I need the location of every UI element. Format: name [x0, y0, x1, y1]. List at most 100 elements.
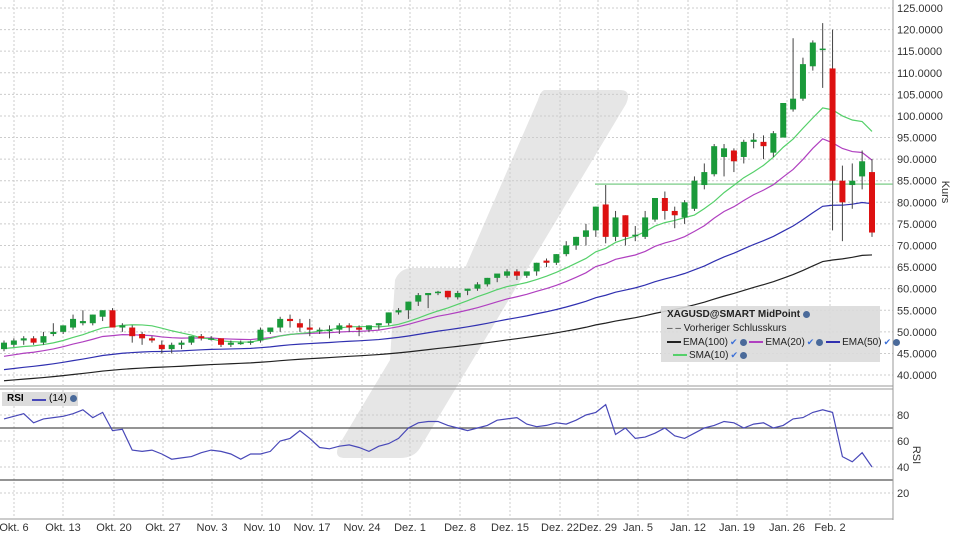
- candle-up: [849, 180, 856, 186]
- candle-up: [582, 230, 589, 237]
- candle-down: [444, 290, 451, 298]
- checkmark-icon[interactable]: ✔: [730, 350, 738, 360]
- legend-ema20: EMA(20): [765, 337, 805, 348]
- candle-up: [336, 325, 343, 330]
- legend-ema100: EMA(100): [683, 337, 729, 348]
- candle-up: [435, 291, 441, 294]
- candle-up: [799, 64, 806, 99]
- y-tick-label: 115.0000: [897, 46, 942, 58]
- candle-up: [533, 262, 540, 272]
- x-tick-label: Okt. 27: [145, 522, 180, 534]
- globe-icon[interactable]: [893, 338, 901, 346]
- y-tick-label: 40.0000: [897, 370, 937, 382]
- candle-up: [267, 327, 274, 332]
- candle-up: [711, 146, 718, 175]
- legend-sma-row: SMA(10) ✔: [673, 350, 747, 361]
- x-tick-label: Feb. 2: [814, 522, 845, 534]
- candle-up: [227, 342, 234, 345]
- candle-up: [168, 344, 175, 350]
- candle-down: [661, 197, 668, 211]
- candle-up: [809, 42, 816, 67]
- x-tick-label: Dez. 15: [491, 522, 529, 534]
- candle-up: [20, 338, 27, 341]
- candle-down: [730, 150, 737, 162]
- y-tick-label: 90.0000: [897, 154, 937, 166]
- tick-labels: 125.0000 120.0000 115.0000 110.0000 105.0000…: [0, 3, 951, 534]
- globe-icon[interactable]: [740, 351, 747, 359]
- candle-down: [306, 327, 313, 330]
- y-tick-label: 95.0000: [897, 133, 937, 145]
- x-tick-label: Okt. 13: [45, 522, 80, 534]
- x-tick-label: Nov. 10: [243, 522, 280, 534]
- rsi-period: (14): [49, 393, 67, 404]
- candle-up: [316, 329, 323, 332]
- candle-down: [671, 210, 678, 216]
- y-tick-label: 50.0000: [897, 327, 937, 339]
- candle-down: [129, 327, 136, 337]
- grid: [0, 0, 893, 518]
- legend-ema50: EMA(50): [842, 337, 882, 348]
- globe-icon[interactable]: [739, 338, 747, 346]
- candle-down: [287, 318, 294, 322]
- y-tick-label: 45.0000: [897, 348, 937, 360]
- y-tick-label: 110.0000: [897, 68, 942, 80]
- candle-down: [109, 310, 116, 328]
- rsi-line: [3, 403, 873, 468]
- candle-up: [454, 292, 461, 298]
- y-tick-label: 80.0000: [897, 197, 937, 209]
- candle-up: [70, 318, 77, 328]
- candle-up: [237, 342, 244, 345]
- legend-sma10: SMA(10): [689, 350, 729, 361]
- ema20-line: [3, 138, 873, 357]
- x-tick-label: Jan. 26: [769, 522, 805, 534]
- rsi-tick-label: 20: [897, 488, 909, 500]
- y-tick-label: 100.0000: [897, 111, 943, 123]
- legend-prev-close-label: Vorheriger Schlusskurs: [683, 323, 787, 334]
- candle-down: [148, 338, 155, 341]
- rsi-tick-label: 80: [897, 410, 909, 422]
- candle-up: [632, 234, 639, 237]
- x-tick-label: Okt. 6: [0, 522, 29, 534]
- globe-icon[interactable]: [70, 395, 77, 402]
- candle-up: [859, 161, 866, 177]
- candle-down: [839, 180, 846, 203]
- checkmark-icon[interactable]: ✔: [806, 337, 815, 347]
- candles: [1, 23, 875, 354]
- candle-down: [139, 334, 146, 339]
- moving-averages: [3, 107, 873, 382]
- rsi-legend: RSI (14): [2, 392, 78, 406]
- y-tick-label: 120.0000: [897, 25, 943, 37]
- rsi-tick-label: 60: [897, 436, 909, 448]
- candle-up: [494, 273, 501, 278]
- y-tick-label: 60.0000: [897, 284, 937, 296]
- candle-up: [375, 323, 382, 326]
- candle-up: [50, 331, 57, 335]
- ema100-swatch: [667, 341, 681, 344]
- candle-up: [523, 271, 530, 276]
- candle-up: [208, 338, 215, 340]
- checkmark-icon[interactable]: ✔: [883, 337, 892, 347]
- legend-title: XAGUSD@SMART MidPoint: [667, 309, 810, 320]
- rsi-title: RSI: [7, 393, 24, 404]
- globe-icon[interactable]: [816, 338, 824, 346]
- checkmark-icon[interactable]: ✔: [730, 337, 738, 347]
- globe-icon[interactable]: [802, 310, 810, 318]
- candle-down: [158, 344, 165, 350]
- x-tick-label: Dez. 1: [394, 522, 426, 534]
- candle-down: [622, 215, 629, 237]
- x-tick-label: Nov. 24: [343, 522, 380, 534]
- candle-up: [247, 341, 254, 343]
- candle-up: [365, 325, 372, 330]
- y-tick-label: 65.0000: [897, 262, 937, 274]
- ema50-line: [3, 201, 873, 371]
- candle-down: [346, 325, 353, 328]
- candle-down: [602, 204, 609, 237]
- candle-up: [425, 292, 432, 296]
- y-tick-label: 125.0000: [897, 3, 943, 15]
- y-tick-label: 85.0000: [897, 176, 937, 188]
- legend-ema-row: EMA(100) ✔ EMA(20) ✔ EMA(50) ✔: [667, 337, 901, 348]
- candle-up: [40, 336, 47, 343]
- candle-up: [10, 340, 17, 345]
